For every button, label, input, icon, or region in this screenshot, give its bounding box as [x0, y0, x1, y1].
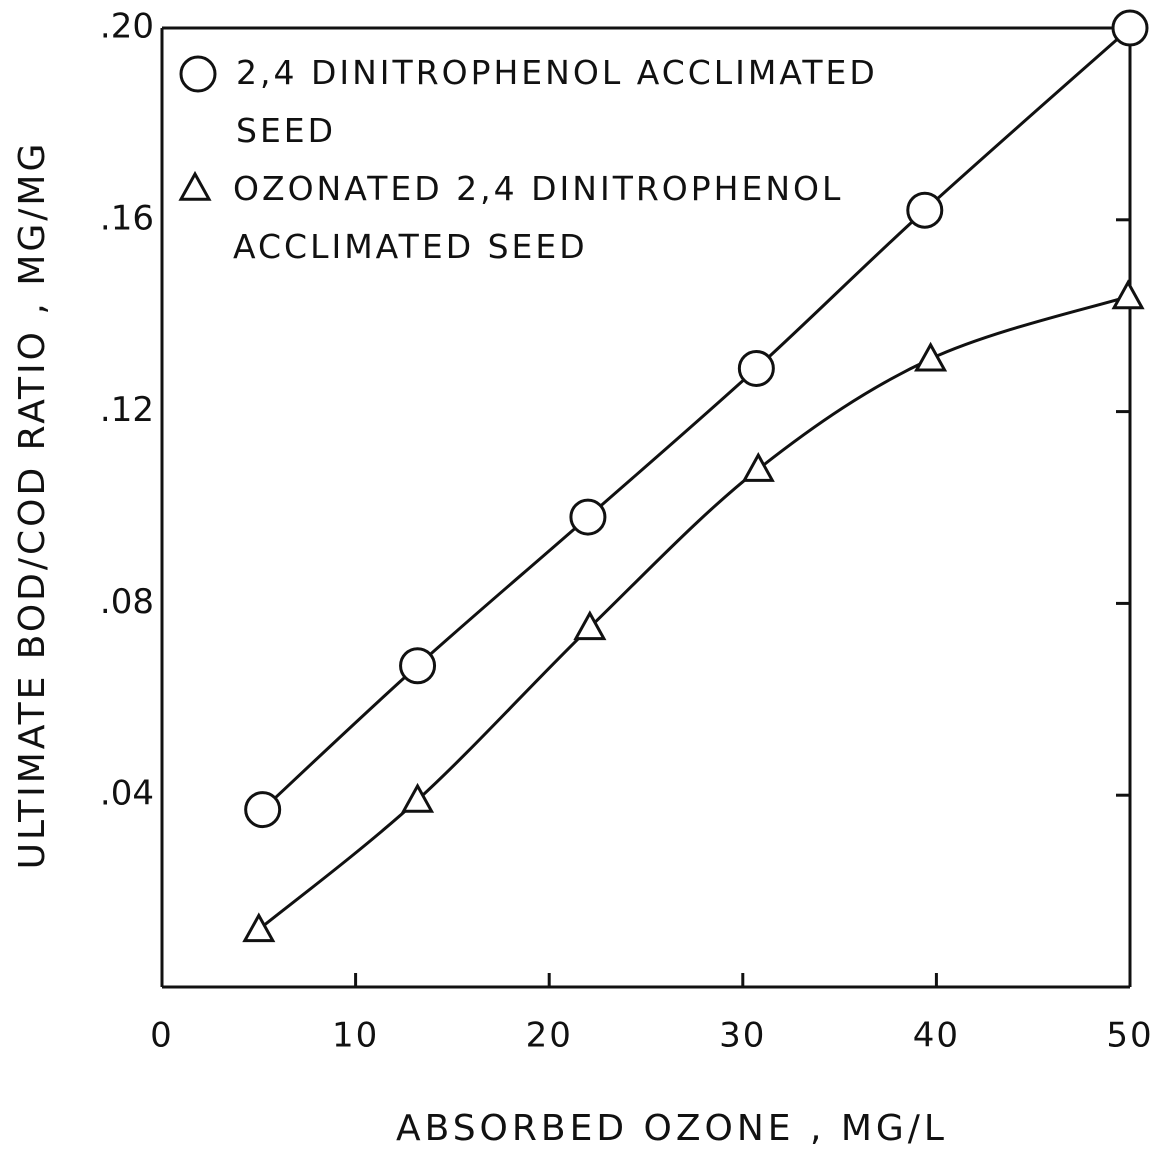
legend-entry: OZONATED 2,4 DINITROPHENOL ACCLIMATED SE… — [178, 160, 978, 276]
legend-label: OZONATED 2,4 DINITROPHENOL ACCLIMATED SE… — [233, 169, 844, 266]
data-point — [242, 912, 276, 943]
data-point — [244, 791, 282, 829]
y-tick-label: .16 — [100, 198, 154, 238]
x-tick-label: 10 — [332, 1016, 379, 1056]
data-point — [573, 610, 607, 641]
series-line — [257, 295, 1129, 931]
legend-label: 2,4 DINITROPHENOL ACCLIMATED SEED — [236, 53, 878, 150]
data-point — [737, 349, 775, 387]
y-tick-label: .20 — [100, 7, 154, 47]
x-tick-label: 40 — [913, 1016, 960, 1056]
y-tick-label: .08 — [100, 582, 154, 622]
data-point — [1111, 9, 1149, 47]
legend-marker — [179, 55, 217, 93]
x-axis-label: ABSORBED OZONE , MG/L — [396, 1108, 948, 1149]
y-tick-label: .04 — [100, 774, 154, 814]
x-tick-label: 0 — [150, 1016, 174, 1056]
data-point — [914, 341, 948, 372]
data-point — [1111, 279, 1145, 310]
data-point — [401, 782, 435, 813]
y-axis-label: ULTIMATE BOD/COD RATIO , MG/MG — [12, 141, 53, 870]
y-tick-label: .12 — [100, 390, 154, 430]
legend-entry: 2,4 DINITROPHENOL ACCLIMATED SEED — [178, 44, 978, 160]
legend-marker — [178, 170, 212, 201]
data-point — [569, 498, 607, 536]
x-tick-label: 20 — [526, 1016, 573, 1056]
data-point — [741, 452, 775, 482]
data-point — [906, 191, 944, 229]
data-point — [399, 647, 437, 685]
x-tick-label: 30 — [719, 1016, 766, 1056]
x-tick-label: 50 — [1106, 1016, 1153, 1056]
